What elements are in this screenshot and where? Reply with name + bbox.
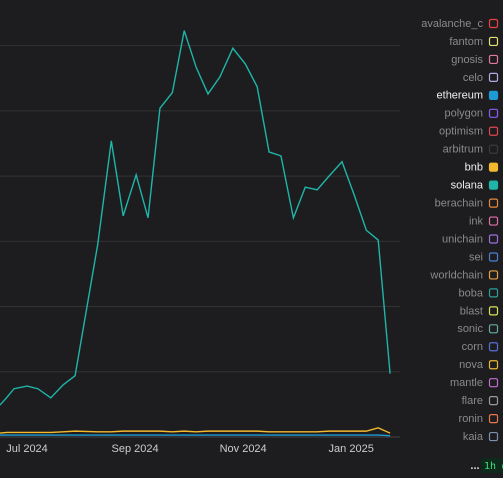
legend-label[interactable]: berachain	[435, 198, 483, 210]
interval-badge[interactable]	[481, 458, 503, 473]
legend-swatch[interactable]	[488, 270, 499, 280]
interval-label[interactable]: 1h @	[484, 461, 503, 472]
legend-label[interactable]: mantle	[450, 377, 483, 389]
legend-label[interactable]: corn	[462, 341, 483, 353]
legend-label[interactable]: flare	[462, 395, 483, 407]
series-line	[0, 434, 391, 437]
legend-swatch[interactable]	[488, 306, 499, 316]
series-line	[0, 427, 391, 434]
legend-swatch[interactable]	[488, 18, 499, 29]
legend-label[interactable]: sonic	[457, 323, 483, 335]
legend-swatch[interactable]	[488, 234, 499, 244]
legend-label[interactable]: ink	[469, 215, 484, 227]
legend-label[interactable]: unichain	[442, 233, 483, 245]
legend-label[interactable]: avalanche_c	[421, 18, 483, 30]
legend-label[interactable]: polygon	[444, 108, 483, 120]
legend-label[interactable]: ethereum	[437, 90, 483, 102]
legend-swatch[interactable]	[488, 90, 499, 100]
legend-swatch[interactable]	[488, 162, 499, 172]
x-tick-label: Jul 2024	[6, 443, 48, 455]
x-tick-label: Sep 2024	[112, 443, 159, 455]
legend-swatch[interactable]	[488, 126, 499, 136]
legend-label[interactable]: blast	[460, 305, 483, 317]
legend-swatch[interactable]	[488, 378, 499, 388]
more-button[interactable]: ...	[470, 460, 479, 472]
legend-label[interactable]: gnosis	[451, 54, 483, 66]
legend-label[interactable]: boba	[459, 287, 484, 299]
legend-label[interactable]: sei	[469, 251, 483, 263]
legend-label[interactable]: bnb	[465, 162, 483, 174]
legend-label[interactable]: solana	[451, 180, 484, 192]
legend-swatch[interactable]	[488, 288, 499, 298]
legend-label[interactable]: arbitrum	[443, 144, 483, 156]
legend-swatch[interactable]	[488, 360, 499, 370]
legend-label[interactable]: celo	[463, 72, 483, 84]
x-tick-label: Nov 2024	[220, 443, 267, 455]
legend-swatch[interactable]	[488, 72, 499, 82]
series-line	[0, 30, 391, 406]
legend-swatch[interactable]	[488, 252, 499, 262]
legend-swatch[interactable]	[488, 342, 499, 352]
legend-swatch[interactable]	[488, 414, 499, 424]
legend-swatch[interactable]	[488, 198, 499, 208]
x-tick-label: Jan 2025	[329, 443, 374, 455]
legend-label[interactable]: optimism	[439, 126, 483, 138]
legend-swatch[interactable]	[488, 396, 499, 406]
legend-swatch[interactable]	[488, 36, 499, 47]
legend-swatch[interactable]	[488, 216, 499, 226]
legend-label[interactable]: ronin	[459, 413, 483, 425]
legend-swatch[interactable]	[488, 144, 499, 154]
legend-swatch[interactable]	[488, 54, 499, 65]
legend-swatch[interactable]	[488, 324, 499, 334]
legend-swatch[interactable]	[488, 180, 499, 190]
legend-swatch[interactable]	[488, 431, 499, 442]
legend-label[interactable]: fantom	[449, 36, 483, 48]
legend-label[interactable]: kaia	[463, 431, 484, 443]
legend-label[interactable]: nova	[459, 359, 484, 371]
legend-swatch[interactable]	[488, 108, 499, 118]
legend-label[interactable]: worldchain	[429, 269, 483, 281]
